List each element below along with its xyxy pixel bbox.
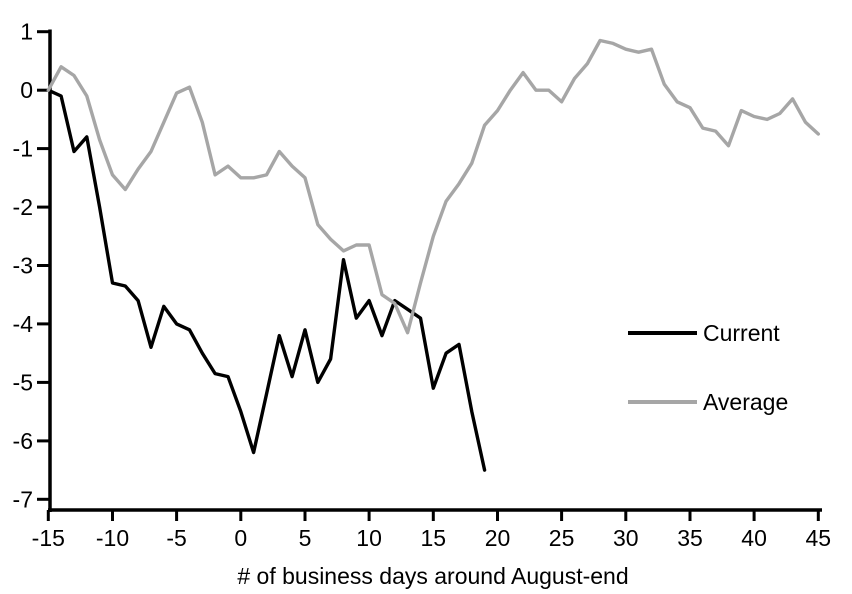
y-tick-label: -5: [13, 369, 33, 395]
x-tick-label: 40: [741, 525, 767, 551]
x-axis-title: # of business days around August-end: [237, 563, 628, 589]
legend: Current Average: [628, 320, 788, 415]
y-tick-label: 0: [20, 77, 33, 103]
x-tick-label: 45: [806, 525, 832, 551]
series-line-average: [46, 38, 820, 335]
y-tick-label: -3: [13, 253, 33, 279]
x-tick-label: 15: [421, 525, 447, 551]
legend-label-average: Average: [703, 389, 788, 415]
x-tick-label: 5: [299, 525, 312, 551]
x-tick-label: -5: [166, 525, 186, 551]
axes: [37, 29, 822, 521]
x-tick-label: 35: [677, 525, 703, 551]
tick-labels: 10-1-2-3-4-5-6-7-15 -10 -5 0 5 10 15 20 25 30 35 40…: [13, 19, 832, 551]
x-tick-label: 10: [356, 525, 382, 551]
x-tick-label: 0: [234, 525, 247, 551]
x-tick-label: -15: [32, 525, 65, 551]
legend-label-current: Current: [703, 320, 780, 346]
x-tick-label: 25: [549, 525, 575, 551]
y-tick-label: -7: [13, 486, 33, 512]
y-tick-label: -4: [13, 311, 34, 337]
x-tick-label: -10: [96, 525, 129, 551]
x-tick-label: 30: [613, 525, 639, 551]
y-tick-label: 1: [20, 19, 33, 45]
data-series: [46, 38, 820, 472]
y-tick-label: -1: [13, 136, 33, 162]
series-line-current: [46, 88, 487, 472]
y-tick-label: -2: [13, 194, 33, 220]
y-tick-label: -6: [13, 428, 33, 454]
x-tick-label: 20: [485, 525, 511, 551]
